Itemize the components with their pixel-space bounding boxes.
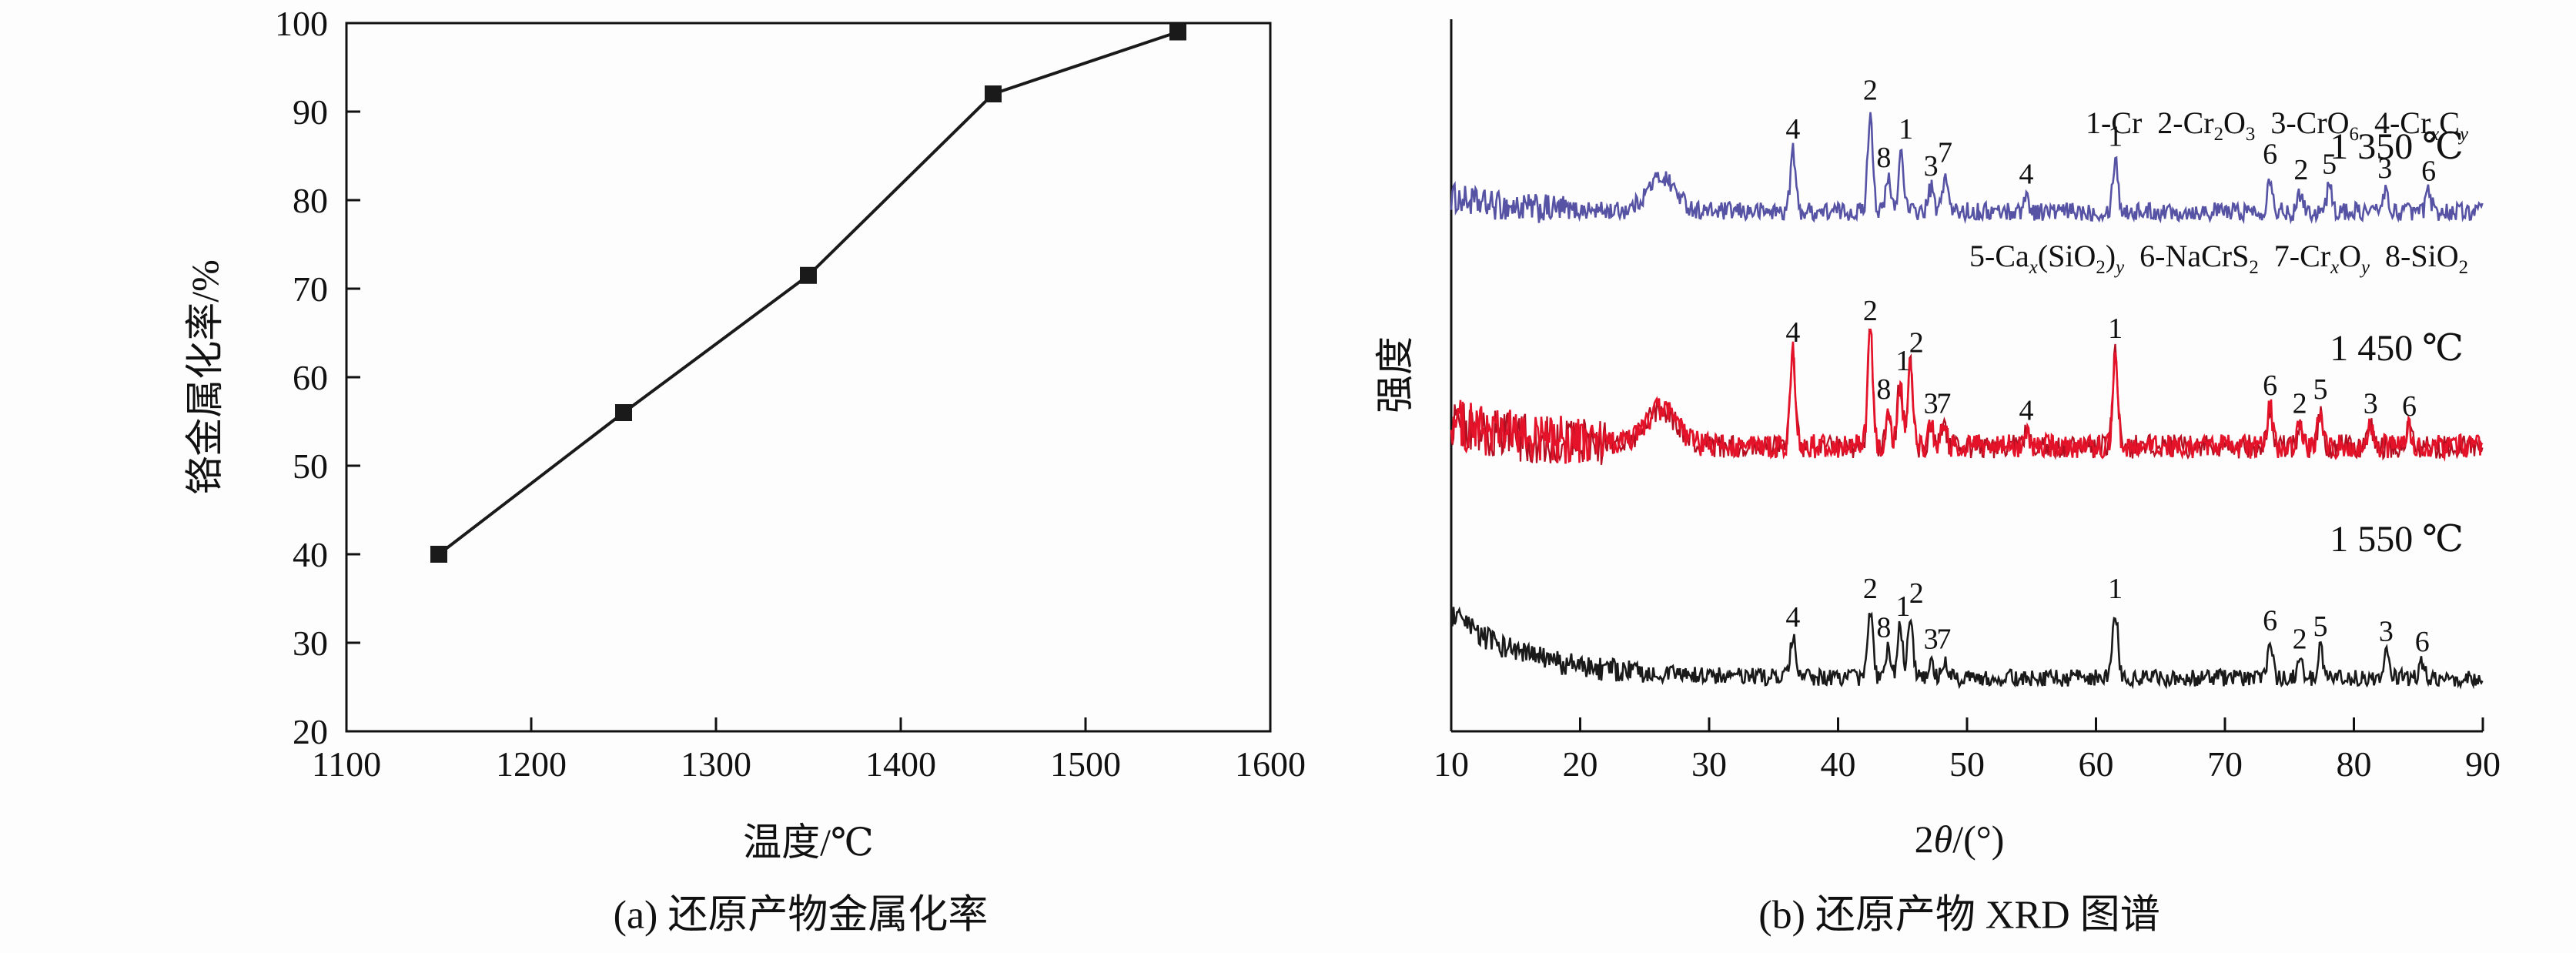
peak-label: 8 bbox=[1876, 142, 1891, 174]
peak-label: 3 bbox=[2377, 152, 2392, 185]
peak-label: 2 bbox=[1909, 577, 1924, 610]
peak-label: 6 bbox=[2263, 604, 2277, 637]
x-tick-label: 70 bbox=[2207, 744, 2243, 784]
data-marker bbox=[985, 85, 1002, 102]
peak-label: 1 bbox=[2108, 120, 2123, 152]
data-marker bbox=[430, 546, 447, 563]
y-tick-label: 90 bbox=[293, 92, 328, 132]
peak-label: 7 bbox=[1936, 387, 1951, 420]
panel-a-caption: (a) 还原产物金属化率 bbox=[613, 893, 989, 938]
x-tick-label: 50 bbox=[1949, 744, 1985, 784]
y-tick-label: 100 bbox=[275, 4, 328, 43]
peak-label: 8 bbox=[1876, 612, 1891, 644]
peak-label: 2 bbox=[1909, 327, 1924, 359]
x-tick-label: 10 bbox=[1434, 744, 1469, 784]
peak-label: 4 bbox=[1785, 316, 1800, 349]
peak-label: 6 bbox=[2263, 139, 2277, 171]
y-tick-label: 20 bbox=[293, 712, 328, 751]
y-tick-label: 80 bbox=[293, 181, 328, 220]
phase-legend: 1-Cr 2-Cr2O3 3-CrO6 4-CrxCy 5-Cax(SiO2)y… bbox=[1969, 14, 2468, 369]
peak-label: 5 bbox=[2313, 610, 2327, 643]
x-tick-label: 30 bbox=[1691, 744, 1727, 784]
x-tick-label: 1600 bbox=[1235, 744, 1306, 784]
panel-b-xlabel: 2θ/(°) bbox=[1914, 818, 2005, 861]
peak-label: 2 bbox=[1863, 74, 1878, 106]
peak-label: 4 bbox=[1785, 113, 1800, 145]
y-tick-label: 30 bbox=[293, 624, 328, 663]
peak-label: 1 bbox=[2108, 573, 2123, 605]
peak-label: 6 bbox=[2263, 369, 2277, 402]
peak-label: 1 bbox=[1895, 590, 1910, 623]
peak-label: 2 bbox=[2293, 387, 2307, 420]
x-tick-label: 60 bbox=[2079, 744, 2114, 784]
metallization-rate-line bbox=[437, 30, 1179, 556]
trace-label-1350: 1 350 ℃ bbox=[2330, 126, 2464, 167]
peak-label: 1 bbox=[2108, 313, 2123, 345]
x-tick-label: 90 bbox=[2465, 744, 2501, 784]
peak-label: 2 bbox=[2293, 623, 2307, 655]
peak-label: 1 bbox=[1899, 113, 1913, 145]
y-tick-label: 50 bbox=[293, 446, 328, 486]
x-tick-label: 1200 bbox=[496, 744, 567, 784]
x-tick-label: 1300 bbox=[681, 744, 751, 784]
x-tick-label: 1100 bbox=[312, 744, 381, 784]
peak-label: 2 bbox=[1863, 295, 1878, 327]
peak-label: 3 bbox=[2364, 387, 2378, 420]
peak-label: 6 bbox=[2402, 390, 2417, 423]
peak-label: 5 bbox=[2322, 148, 2337, 180]
peak-label: 3 bbox=[2379, 615, 2394, 647]
peak-label: 4 bbox=[1785, 601, 1800, 634]
data-marker bbox=[800, 266, 817, 284]
trace-label-1450: 1 450 ℃ bbox=[2330, 328, 2464, 369]
peak-label: 7 bbox=[1936, 623, 1951, 655]
peak-label: 6 bbox=[2421, 155, 2436, 188]
data-marker bbox=[615, 404, 632, 421]
panel-a-ylabel: 铬金属化率/% bbox=[183, 259, 226, 495]
panel-a-frame bbox=[345, 22, 1272, 733]
panel-b-caption: (b) 还原产物 XRD 图谱 bbox=[1758, 893, 2160, 938]
xrd-trace-0 bbox=[1450, 112, 2484, 225]
panel-b-ylabel: 强度 bbox=[1373, 336, 1417, 413]
peak-label: 8 bbox=[1876, 373, 1891, 406]
phase-legend-line-1: 1-Cr 2-Cr2O3 3-CrO6 4-CrxCy bbox=[2085, 105, 2468, 145]
peak-label: 5 bbox=[2313, 373, 2327, 406]
peak-label: 2 bbox=[2293, 154, 2308, 186]
x-tick-label: 1400 bbox=[865, 744, 936, 784]
phase-legend-line-2: 5-Cax(SiO2)y 6-NaCrS2 7-CrxOy 8-SiO2 bbox=[1969, 239, 2468, 279]
x-tick-label: 1500 bbox=[1050, 744, 1121, 784]
panel-a-xlabel: 温度/℃ bbox=[743, 821, 874, 864]
peak-label: 1 bbox=[1895, 345, 1910, 377]
y-tick-label: 40 bbox=[293, 535, 328, 574]
data-marker bbox=[1169, 23, 1186, 41]
peak-label: 3 bbox=[1924, 623, 1939, 655]
peak-label: 2 bbox=[1863, 573, 1878, 605]
y-tick-label: 70 bbox=[293, 269, 328, 309]
x-tick-label: 40 bbox=[1821, 744, 1856, 784]
peak-label: 6 bbox=[2415, 626, 2430, 658]
peak-label: 4 bbox=[2019, 395, 2034, 427]
trace-label-1550: 1 550 ℃ bbox=[2330, 519, 2464, 560]
peak-label: 3 bbox=[1924, 387, 1939, 420]
x-tick-label: 80 bbox=[2337, 744, 2372, 784]
peak-label: 4 bbox=[2019, 158, 2034, 190]
y-tick-label: 60 bbox=[293, 358, 328, 397]
peak-label: 7 bbox=[1938, 137, 1952, 169]
x-tick-label: 20 bbox=[1563, 744, 1598, 784]
xrd-trace-2 bbox=[1450, 606, 2484, 690]
xrd-trace-1 bbox=[1450, 328, 2484, 464]
peak-label: 3 bbox=[1924, 150, 1939, 182]
